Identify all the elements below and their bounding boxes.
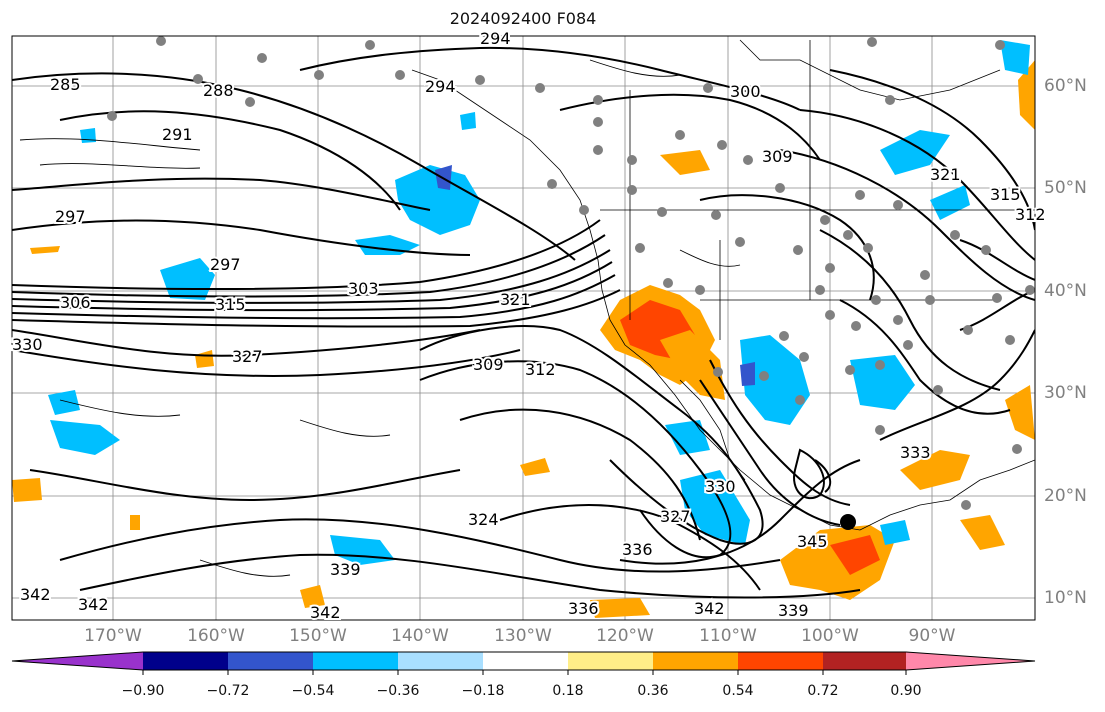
contour-label: 315	[215, 295, 246, 314]
contour-label: 315	[990, 185, 1021, 204]
coastlines	[411, 39, 1035, 531]
lon-label: 170°W	[84, 626, 142, 646]
colorbar-tick: 0.54	[722, 683, 754, 699]
contour-label: 342	[20, 585, 51, 604]
contour-label: 336	[622, 540, 653, 559]
contour-label: 324	[468, 510, 499, 529]
contour-label: 309	[762, 147, 793, 166]
contour-label: 294	[425, 77, 456, 96]
map-frame	[11, 35, 1036, 621]
contour-label: 312	[1015, 205, 1046, 224]
lon-label: 150°W	[289, 626, 347, 646]
colorbar-tick: 0.72	[807, 683, 839, 699]
contours	[12, 46, 1035, 599]
contour-label: 339	[330, 560, 361, 579]
contour-label: 333	[900, 443, 931, 462]
contour-label: 294	[480, 29, 511, 48]
lon-label: 90°W	[908, 626, 956, 646]
lon-label: 160°W	[187, 626, 245, 646]
lon-label: 100°W	[801, 626, 859, 646]
contour-label: 300	[730, 82, 761, 101]
colorbar	[11, 651, 1036, 675]
colorbar-tick: −0.18	[461, 683, 505, 699]
contour-label: 342	[310, 603, 341, 622]
contour-label: 342	[694, 599, 725, 618]
contour-label: 345	[797, 532, 828, 551]
map-title: 2024092400 F084	[449, 9, 597, 28]
contour-label: 297	[210, 255, 241, 274]
contour-label: 291	[162, 125, 193, 144]
contour-label: 297	[55, 207, 86, 226]
lat-label: 20°N	[1044, 486, 1087, 506]
colorbar-tick: 0.36	[637, 683, 669, 699]
contour-label: 327	[232, 347, 263, 366]
contour-label: 285	[50, 75, 81, 94]
contour-label: 339	[778, 601, 809, 620]
contour-label: 321	[500, 290, 531, 309]
highlight-marker	[840, 514, 856, 530]
lat-label: 10°N	[1044, 588, 1087, 608]
contour-label: 336	[568, 599, 599, 618]
colorbar-tick: −0.72	[206, 683, 250, 699]
thin-contours	[19, 59, 741, 577]
contour-label: 321	[930, 165, 961, 184]
lat-label: 60°N	[1044, 76, 1087, 96]
lat-label: 50°N	[1044, 178, 1087, 198]
colorbar-tick: −0.90	[121, 683, 165, 699]
contour-labels: 285 288 291 294 294 297 297 300 303 306 …	[10, 27, 1048, 624]
contour-label: 342	[78, 595, 109, 614]
lon-label: 120°W	[596, 626, 654, 646]
contour-label: 309	[473, 355, 504, 374]
contour-label: 303	[348, 279, 379, 298]
colorbar-tick: 0.90	[890, 683, 922, 699]
colorbar-tick: 0.18	[552, 683, 584, 699]
map-plot-area	[12, 36, 1035, 620]
lon-label: 130°W	[494, 626, 552, 646]
station-markers	[107, 36, 1035, 510]
lat-label: 30°N	[1044, 383, 1087, 403]
contour-label: 288	[203, 81, 234, 100]
lon-label: 140°W	[391, 626, 449, 646]
positive-shading	[12, 60, 1035, 618]
contour-label: 330	[12, 335, 43, 354]
colorbar-tick: −0.54	[291, 683, 335, 699]
contour-label: 306	[60, 293, 91, 312]
lon-label: 110°W	[699, 626, 757, 646]
contour-label: 330	[705, 477, 736, 496]
contour-label: 312	[525, 360, 556, 379]
colorbar-tick: −0.36	[376, 683, 420, 699]
lat-label: 40°N	[1044, 281, 1087, 301]
negative-shading	[48, 40, 1030, 565]
contour-label: 327	[660, 507, 691, 526]
